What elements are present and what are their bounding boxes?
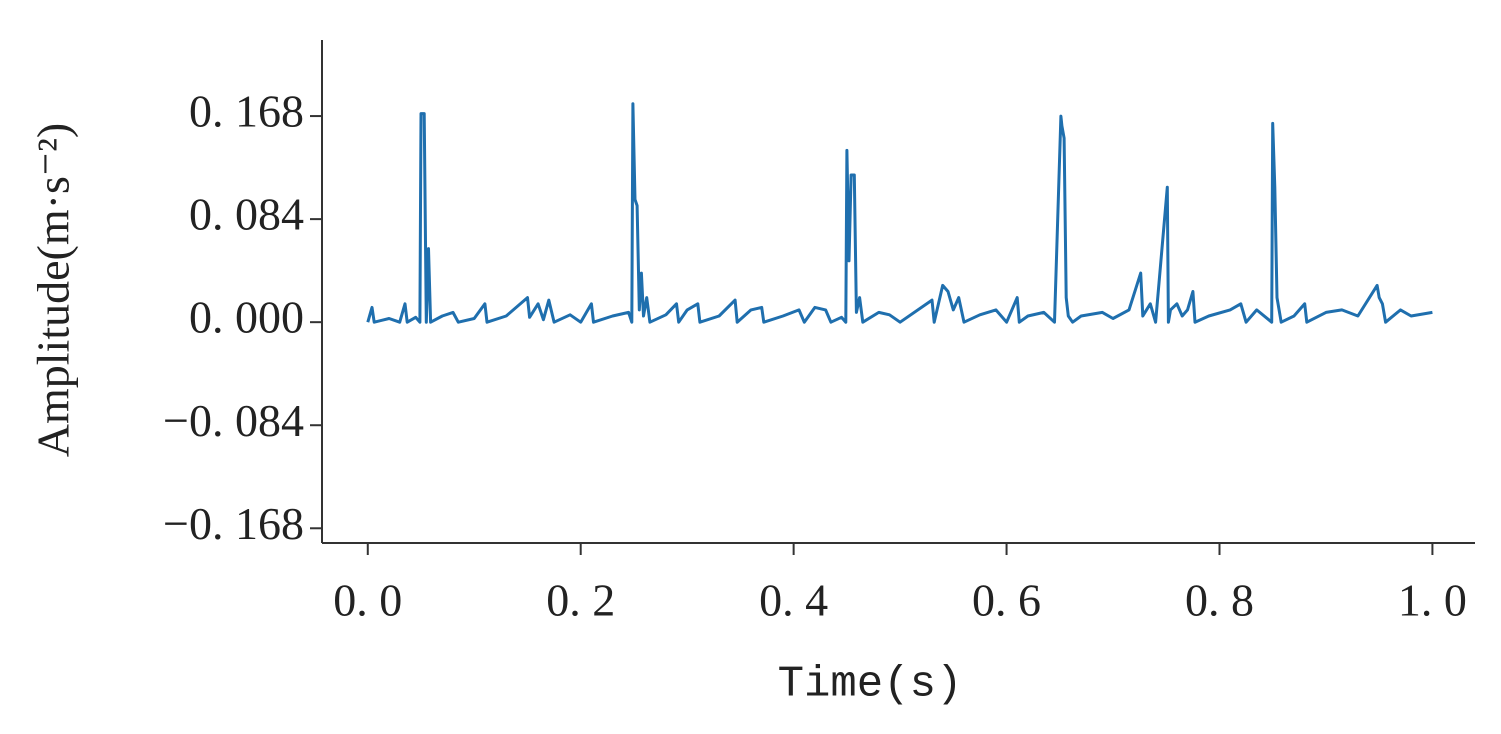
y-tick-label: 0. 000 [189,292,304,343]
line-series [366,102,1433,324]
y-tick-label: −0. 084 [163,395,304,446]
x-tick-label: 0. 0 [333,575,402,626]
y-tick-label: 0. 084 [189,189,304,240]
y-tick-label: 0. 168 [189,86,304,137]
x-tick-label: 0. 6 [972,575,1041,626]
y-axis-label: Amplitude(m·s⁻²) [28,123,79,457]
x-tick-label: 0. 2 [546,575,615,626]
x-tick-label: 1. 0 [1398,575,1467,626]
x-tick-label: 0. 4 [759,575,828,626]
y-tick-label: −0. 168 [163,498,304,549]
x-tick-label: 0. 8 [1185,575,1254,626]
x-axis-label: Time(s) [778,660,963,710]
